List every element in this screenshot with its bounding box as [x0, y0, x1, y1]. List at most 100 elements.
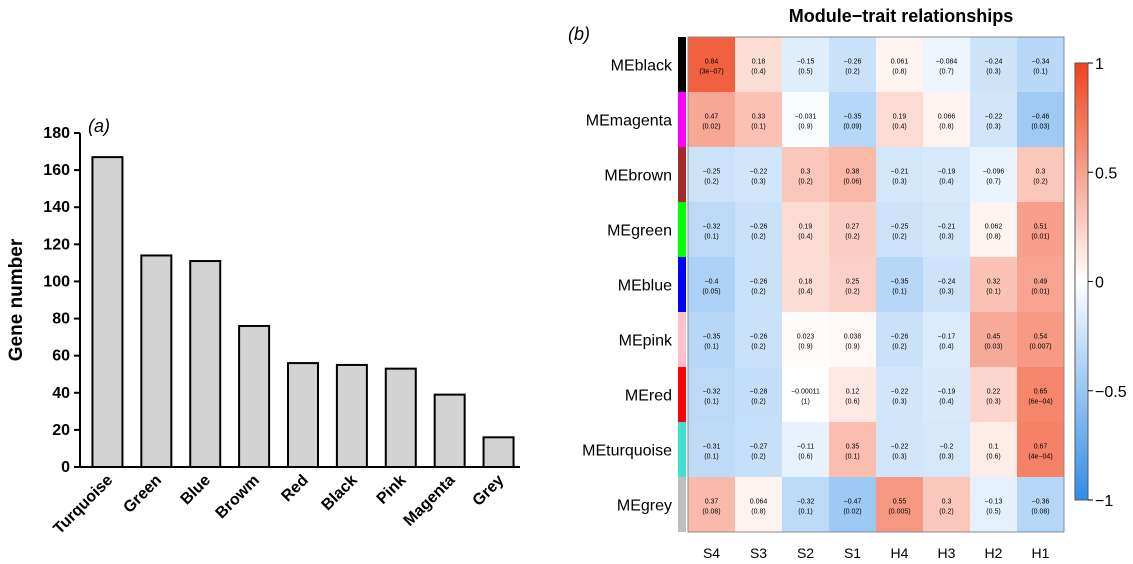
cell-pvalue-label: (0.9): [798, 124, 812, 131]
cell-pvalue-label: (0.2): [845, 289, 859, 296]
heatmap-cell: [735, 422, 783, 478]
heatmap-cell: [735, 202, 783, 258]
cell-pvalue-label: (0.08): [1031, 509, 1049, 516]
cell-pvalue-label: (0.2): [892, 344, 906, 351]
column-label: H4: [891, 545, 909, 561]
heatmap-panel: (b) Module−trait relationships MEblackME…: [568, 6, 1127, 561]
cell-correlation-label: 0.84: [705, 59, 719, 66]
heatmap-cell: [923, 92, 971, 148]
heatmap-cell: [970, 367, 1018, 423]
cell-pvalue-label: (0.2): [751, 399, 765, 406]
cell-pvalue-label: (0.1): [704, 399, 718, 406]
heatmap-cell: [829, 477, 877, 533]
x-tick-label: Pink: [374, 472, 410, 508]
y-tick-label: 60: [52, 348, 70, 365]
cell-pvalue-label: (0.4): [939, 399, 953, 406]
row-label: MEblue: [618, 278, 672, 295]
heatmap-cell: [970, 312, 1018, 368]
cell-pvalue-label: (0.2): [845, 234, 859, 241]
heatmap-cell: [876, 477, 924, 533]
cell-correlation-label: −0.21: [938, 224, 956, 231]
cell-correlation-label: 0.55: [893, 499, 907, 506]
heatmap-cell: [876, 312, 924, 368]
cell-correlation-label: 0.45: [987, 334, 1001, 341]
heatmap-cell: [782, 367, 830, 423]
cell-pvalue-label: (0.3): [986, 399, 1000, 406]
heatmap-cell: [970, 422, 1018, 478]
cell-pvalue-label: (0.4): [939, 179, 953, 186]
colorbar-tick-label: −1: [1095, 493, 1113, 510]
column-label: H1: [1032, 545, 1050, 561]
colorbar-gradient: [1074, 62, 1089, 501]
cell-correlation-label: −0.24: [985, 59, 1003, 66]
panel-label-a: (a): [88, 116, 110, 136]
cell-pvalue-label: (0.3): [892, 399, 906, 406]
x-tick-label: Magenta: [401, 472, 459, 530]
cell-correlation-label: −0.27: [750, 444, 768, 451]
heatmap-cell: [970, 477, 1018, 533]
row-label: MEgrey: [617, 498, 672, 515]
x-tick-label: Grey: [470, 472, 508, 510]
y-tick-label: 40: [52, 385, 70, 402]
x-tick-label: Browm: [213, 472, 263, 522]
cell-pvalue-label: (0.1): [751, 124, 765, 131]
heatmap-cell: [829, 147, 877, 203]
column-label: H2: [985, 545, 1003, 561]
y-tick-label: 20: [52, 422, 70, 439]
cell-pvalue-label: (0.3): [751, 179, 765, 186]
cell-pvalue-label: (1): [801, 399, 810, 406]
cell-pvalue-label: (0.8): [939, 124, 953, 131]
cell-pvalue-label: (3e−07): [699, 69, 723, 76]
heatmap-cell: [829, 312, 877, 368]
cell-correlation-label: −0.00011: [791, 389, 820, 396]
heatmap-cell: [688, 92, 736, 148]
cell-pvalue-label: (0.3): [939, 454, 953, 461]
row-label: MEbrown: [604, 168, 672, 185]
x-tick-label: Red: [278, 472, 311, 505]
cell-correlation-label: 0.1: [989, 444, 999, 451]
cell-pvalue-label: (0.3): [892, 454, 906, 461]
cell-correlation-label: 0.27: [846, 224, 860, 231]
heatmap-cell: [970, 37, 1018, 93]
cell-correlation-label: 0.3: [1036, 169, 1046, 176]
cell-pvalue-label: (0.2): [798, 179, 812, 186]
heatmap-cell: [688, 367, 736, 423]
y-tick-label: 160: [43, 162, 70, 179]
cell-correlation-label: −0.26: [844, 59, 862, 66]
cell-correlation-label: 0.49: [1034, 279, 1048, 286]
row-label: MEturquoise: [582, 443, 672, 460]
cell-pvalue-label: (0.2): [704, 179, 718, 186]
cell-correlation-label: −0.35: [703, 334, 721, 341]
heatmap-cell: [782, 257, 830, 313]
cell-pvalue-label: (0.06): [843, 179, 861, 186]
cell-pvalue-label: (0.03): [984, 344, 1002, 351]
bar-chart-panel: (a) Gene number 0 20 40 60 80 100 120 140 160 180…: [6, 116, 520, 538]
cell-pvalue-label: (0.7): [939, 69, 953, 76]
cell-correlation-label: −0.22: [891, 389, 909, 396]
cell-correlation-label: 0.47: [705, 114, 719, 121]
cell-correlation-label: 0.67: [1034, 444, 1048, 451]
heatmap-cell: [829, 422, 877, 478]
cell-pvalue-label: (0.1): [704, 454, 718, 461]
heatmap-cell: [735, 257, 783, 313]
cell-pvalue-label: (0.3): [986, 69, 1000, 76]
x-tick-label: Blue: [178, 472, 215, 509]
row-label: MEgreen: [607, 223, 672, 240]
heatmap-title: Module−trait relationships: [789, 6, 1014, 26]
cell-pvalue-label: (0.2): [939, 509, 953, 516]
cell-pvalue-label: (0.4): [892, 124, 906, 131]
row-label: MEred: [625, 388, 672, 405]
cell-correlation-label: 0.3: [942, 499, 952, 506]
heatmap-cell: [1017, 92, 1065, 148]
cell-correlation-label: −0.17: [938, 334, 956, 341]
cell-correlation-label: −0.22: [985, 114, 1003, 121]
cell-correlation-label: 0.65: [1034, 389, 1048, 396]
cell-pvalue-label: (0.6): [845, 399, 859, 406]
bars: [91, 156, 515, 469]
colorbar-tick-label: 0: [1095, 275, 1104, 292]
cell-pvalue-label: (0.2): [751, 344, 765, 351]
cell-correlation-label: 0.19: [799, 224, 813, 231]
row-label: MEpink: [619, 333, 673, 350]
heatmap-cell: [876, 147, 924, 203]
x-tick-label: Turquoise: [50, 472, 116, 538]
